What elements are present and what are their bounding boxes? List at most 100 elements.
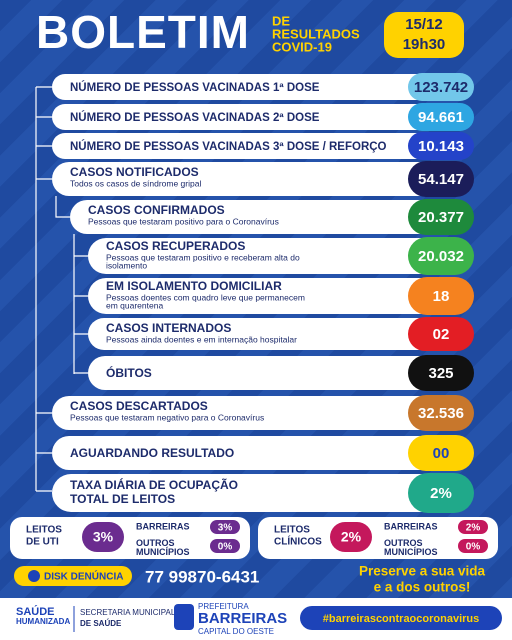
row-pill: [88, 318, 462, 350]
row-pill: [88, 356, 462, 390]
prefeitura: PREFEITURA: [198, 602, 249, 611]
secretaria: DE SAÚDE: [80, 619, 122, 628]
breakdown-badge: [210, 539, 240, 553]
value-badge: [408, 395, 474, 431]
subtitle: RESULTADOS: [272, 26, 360, 41]
logo-saude: SAÚDE: [16, 605, 55, 618]
row-subtitle: Pessoas doentes com quadro leve que perm…: [106, 292, 305, 302]
beds-box: [258, 517, 498, 559]
row-pill: [52, 396, 462, 430]
logo-saude: HUMANIZADA: [16, 617, 70, 626]
row-pill: [52, 74, 462, 100]
row-pill: [52, 104, 462, 130]
breakdown-value: 0%: [218, 542, 233, 553]
beds-label: LEITOS: [274, 525, 310, 536]
row-label: NÚMERO DE PESSOAS VACINADAS 3ª DOSE / RE…: [70, 140, 387, 153]
row-value: 18: [433, 288, 450, 305]
row-pill: [88, 278, 462, 314]
row-pill: [52, 436, 462, 470]
row-value: 10.143: [418, 138, 464, 155]
row-subtitle: Pessoas ainda doentes e em internação ho…: [106, 334, 297, 344]
breakdown-name: OUTROS: [384, 538, 423, 548]
breakdown-value: 0%: [466, 542, 481, 553]
row-label: CASOS DESCARTADOS: [70, 399, 208, 413]
row-pill: [52, 133, 462, 159]
row-pill: [52, 474, 462, 512]
row-value: 2%: [430, 485, 452, 502]
breakdown-name: MUNICÍPIOS: [384, 547, 438, 557]
row-value: 94.661: [418, 109, 464, 126]
beds-badge: [330, 522, 372, 552]
value-badge: [408, 199, 474, 235]
row-label: NÚMERO DE PESSOAS VACINADAS 2ª DOSE: [70, 111, 320, 124]
beds-label: LEITOS: [26, 525, 62, 536]
date-box: [384, 12, 464, 58]
value-badge: [408, 277, 474, 315]
value-badge: [408, 317, 474, 351]
row-subtitle: em quarentena: [106, 300, 163, 310]
beds-value: 2%: [341, 529, 362, 545]
breakdown-badge: [210, 520, 240, 534]
row-label: NÚMERO DE PESSOAS VACINADAS 1ª DOSE: [70, 81, 320, 94]
row-subtitle: Pessoas que testaram positivo e recebera…: [106, 252, 300, 262]
disk-pill: [14, 566, 132, 586]
beds-badge: [82, 522, 124, 552]
row-label: TOTAL DE LEITOS: [70, 492, 175, 506]
phone: 77 99870-6431: [145, 567, 259, 586]
row-subtitle: Pessoas que testaram positivo para o Cor…: [88, 216, 279, 226]
crest: [174, 604, 194, 630]
row-label: TAXA DIÁRIA DE OCUPAÇÃO: [70, 477, 238, 492]
beds-label: DE UTI: [26, 537, 59, 548]
date: 15/12: [405, 16, 443, 33]
subtitle: DE: [272, 13, 290, 28]
breakdown-badge: [458, 539, 488, 553]
breakdown-value: 2%: [466, 523, 481, 534]
value-badge: [408, 237, 474, 275]
row-value: 123.742: [414, 79, 468, 96]
row-label: CASOS NOTIFICADOS: [70, 165, 199, 179]
breakdown-name: BARREIRAS: [384, 521, 438, 531]
value-badge: [408, 73, 474, 101]
row-value: 20.032: [418, 248, 464, 265]
row-subtitle: Todos os casos de síndrome gripal: [70, 178, 201, 188]
row-pill: [70, 200, 462, 234]
row-subtitle: isolamento: [106, 260, 147, 270]
secretaria: SECRETARIA MUNICIPAL: [80, 608, 176, 617]
title: BOLETIM: [36, 6, 250, 58]
beds-box: [10, 517, 250, 559]
row-value: 325: [428, 365, 453, 382]
breakdown-badge: [458, 520, 488, 534]
breakdown-name: OUTROS: [136, 538, 175, 548]
row-label: CASOS INTERNADOS: [106, 321, 231, 335]
value-badge: [408, 355, 474, 391]
row-value: 32.536: [418, 405, 464, 422]
row-label: CASOS RECUPERADOS: [106, 239, 245, 253]
breakdown-name: MUNICÍPIOS: [136, 547, 190, 557]
breakdown-value: 3%: [218, 523, 233, 534]
row-label: CASOS CONFIRMADOS: [88, 203, 225, 217]
beds-value: 3%: [93, 529, 114, 545]
subtitle: COVID-19: [272, 39, 332, 54]
tree-lines: [35, 86, 88, 492]
slogan: Preserve a sua vida: [359, 564, 486, 579]
prefeitura: BARREIRAS: [198, 610, 287, 627]
beds-label: CLÍNICOS: [274, 535, 322, 548]
disk: DISK DENÚNCIA: [44, 570, 123, 583]
value-badge: [408, 103, 474, 131]
slogan: e a dos outros!: [374, 580, 471, 595]
row-subtitle: Pessoas que testaram negativo para o Cor…: [70, 412, 264, 422]
row-value: 20.377: [418, 209, 464, 226]
row-pill: [52, 162, 462, 196]
hashtag: #barreirascontraocoronavirus: [323, 613, 480, 625]
disk-icon: [28, 570, 40, 582]
row-value: 54.147: [418, 171, 464, 188]
row-label: ÓBITOS: [106, 365, 152, 380]
value-badge: [408, 161, 474, 197]
prefeitura: CAPITAL DO OESTE: [198, 627, 274, 636]
row-pill: [88, 238, 462, 274]
hashtag-pill: [300, 606, 502, 630]
value-badge: [408, 132, 474, 160]
row-value: 00: [433, 445, 450, 462]
breakdown-name: BARREIRAS: [136, 521, 190, 531]
